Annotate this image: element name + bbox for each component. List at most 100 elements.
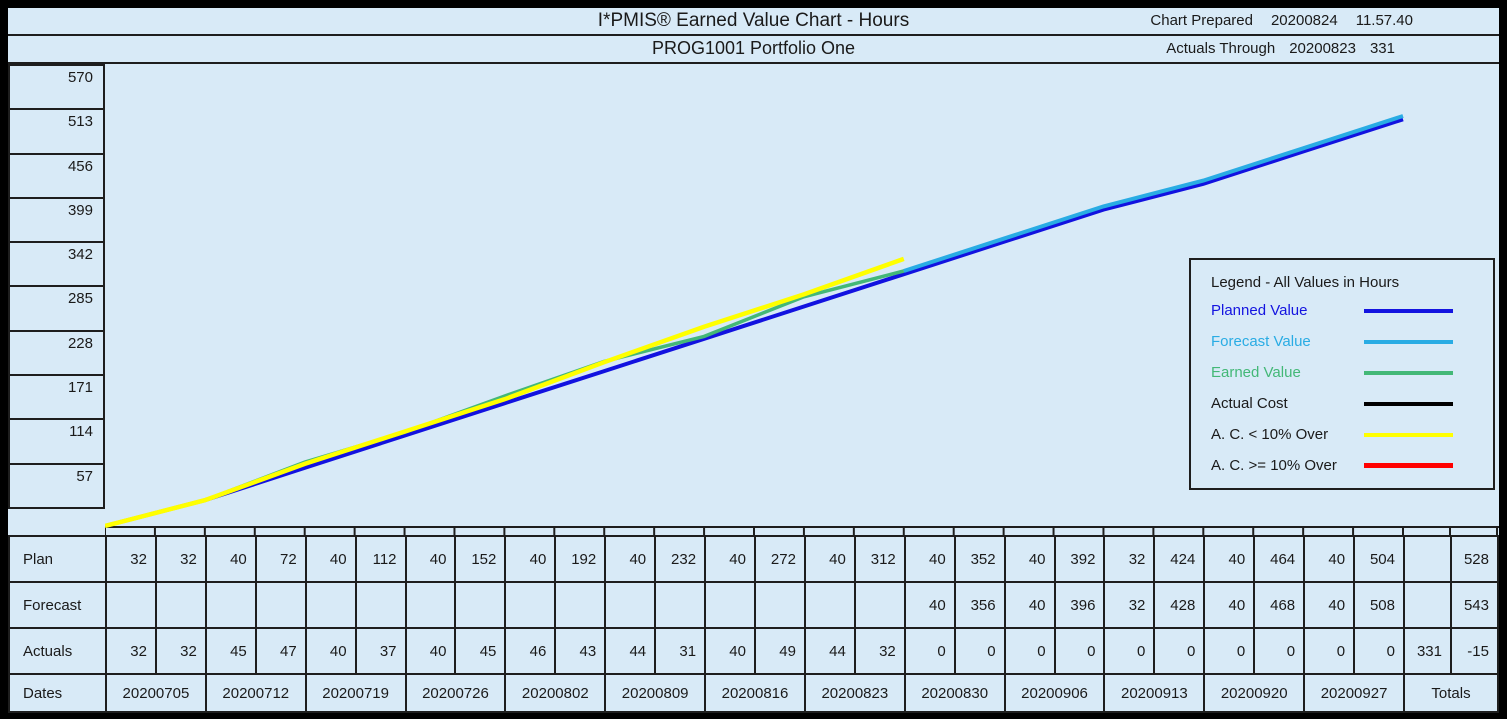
- legend-line-swatch: [1364, 339, 1453, 344]
- plan-cell: 352: [955, 537, 1004, 581]
- series-forecast-value: [903, 114, 1404, 273]
- plan-cell: 528: [1451, 537, 1497, 581]
- legend-entry: A. C. < 10% Over: [1191, 419, 1493, 450]
- actuals-cell: 0: [1255, 629, 1304, 673]
- actuals-row-label: Actuals: [10, 629, 105, 673]
- actuals-cell: 0: [1155, 629, 1204, 673]
- plan-cell: 40: [1005, 537, 1054, 581]
- date-cell: 20200809: [606, 675, 705, 711]
- legend-entry: Forecast Value: [1191, 326, 1493, 357]
- plan-cell: 272: [755, 537, 804, 581]
- actuals-through-date: 20200823: [1289, 40, 1356, 57]
- actuals-through-value: 331: [1369, 40, 1395, 57]
- y-axis-tick-label: 342: [8, 241, 105, 288]
- legend-entry-label: A. C. < 10% Over: [1211, 426, 1329, 443]
- forecast-cell: 396: [1055, 583, 1104, 627]
- date-cell: 20200705: [107, 675, 205, 711]
- header-row-1: I*PMIS® Earned Value Chart - Hours Chart…: [8, 8, 1499, 36]
- plan-cell: 312: [855, 537, 904, 581]
- forecast-cell: [256, 583, 305, 627]
- legend-title: Legend - All Values in Hours: [1211, 274, 1400, 291]
- data-table: Plan 32 32 40 72 40 112 40 152 40 192 40 232 40 272 40 3…: [8, 535, 1499, 713]
- chart-prepared-info: Chart Prepared 20200824 11.57.40: [1150, 12, 1413, 29]
- chart-prepared-time: 11.57.40: [1355, 12, 1413, 29]
- forecast-cell: 32: [1105, 583, 1154, 627]
- forecast-cell: 40: [1005, 583, 1054, 627]
- actuals-cell: 40: [406, 629, 455, 673]
- actuals-cell: 32: [855, 629, 904, 673]
- legend-entry: Actual Cost: [1191, 388, 1493, 419]
- date-cell: 20200726: [406, 675, 505, 711]
- forecast-cell: [1404, 583, 1450, 627]
- actuals-cell: 46: [506, 629, 555, 673]
- actuals-cell: 31: [656, 629, 705, 673]
- actuals-cell: 0: [1305, 629, 1354, 673]
- legend-entry: A. C. >= 10% Over: [1191, 450, 1493, 481]
- legend-entry: Earned Value: [1191, 357, 1493, 388]
- actuals-cell: 0: [1105, 629, 1154, 673]
- legend-entry-label: Planned Value: [1211, 302, 1308, 319]
- date-cell: 20200816: [706, 675, 804, 711]
- dates-row-label: Dates: [10, 675, 105, 711]
- plan-cell: 72: [256, 537, 305, 581]
- plan-cell: 32: [107, 537, 155, 581]
- actuals-cell: 0: [1355, 629, 1403, 673]
- y-axis-tick-label: 114: [8, 418, 105, 465]
- date-cell: 20200920: [1205, 675, 1304, 711]
- date-cell: 20200913: [1105, 675, 1204, 711]
- plan-cell: 192: [556, 537, 605, 581]
- series-actual-cost-a-c-10-over: [105, 256, 905, 529]
- actuals-cell: 32: [107, 629, 155, 673]
- plan-cell: 424: [1155, 537, 1204, 581]
- actuals-cell: 47: [256, 629, 305, 673]
- actuals-cell: 32: [156, 629, 205, 673]
- plan-cell: 40: [506, 537, 555, 581]
- actuals-cell: 0: [1005, 629, 1054, 673]
- actuals-through-label: Actuals Through: [1166, 40, 1276, 57]
- forecast-cell: [606, 583, 655, 627]
- actuals-cell: 331: [1404, 629, 1450, 673]
- plan-cell: 40: [606, 537, 655, 581]
- totals-label-cell: Totals: [1404, 675, 1497, 711]
- legend-line-swatch: [1364, 432, 1453, 437]
- actuals-cell: 43: [556, 629, 605, 673]
- plan-cell: 464: [1255, 537, 1304, 581]
- plan-cell: 40: [1305, 537, 1354, 581]
- plan-cell: [1404, 537, 1450, 581]
- actuals-cell: 44: [805, 629, 854, 673]
- plan-cell: 152: [456, 537, 505, 581]
- y-axis-tick-label: 570: [8, 64, 105, 111]
- forecast-cell: 40: [905, 583, 954, 627]
- y-axis: 570 513 456 399 342 285 228 171 114 57: [8, 64, 105, 527]
- legend-line-swatch: [1364, 401, 1453, 406]
- date-cell: 20200712: [206, 675, 305, 711]
- series-planned-value: [105, 117, 1404, 528]
- date-cell: 20200927: [1305, 675, 1403, 711]
- actuals-through-info: Actuals Through 20200823 331: [1166, 40, 1395, 57]
- y-axis-tick-label: 399: [8, 196, 105, 244]
- actuals-cell: 45: [206, 629, 255, 673]
- forecast-cell: [656, 583, 705, 627]
- forecast-cell: 428: [1155, 583, 1204, 627]
- forecast-cell: [706, 583, 754, 627]
- legend-entry-label: Earned Value: [1211, 364, 1301, 381]
- plan-cell: 32: [156, 537, 205, 581]
- y-axis-tick-label: 228: [8, 329, 105, 377]
- actuals-cell: -15: [1451, 629, 1497, 673]
- forecast-cell: [356, 583, 405, 627]
- legend-entry-label: Actual Cost: [1211, 395, 1288, 412]
- plan-cell: 232: [656, 537, 705, 581]
- legend-line-swatch: [1364, 463, 1453, 468]
- plan-cell: 40: [905, 537, 954, 581]
- actuals-cell: 0: [1205, 629, 1254, 673]
- actuals-cell: 0: [955, 629, 1004, 673]
- y-axis-tick-label: 171: [8, 374, 105, 421]
- actuals-cell: 37: [356, 629, 405, 673]
- forecast-cell: 543: [1451, 583, 1497, 627]
- plan-cell: 392: [1055, 537, 1104, 581]
- forecast-cell: [755, 583, 804, 627]
- plan-cell: 40: [805, 537, 854, 581]
- date-cell: 20200906: [1005, 675, 1104, 711]
- legend-box: Legend - All Values in Hours Planned Val…: [1189, 258, 1495, 490]
